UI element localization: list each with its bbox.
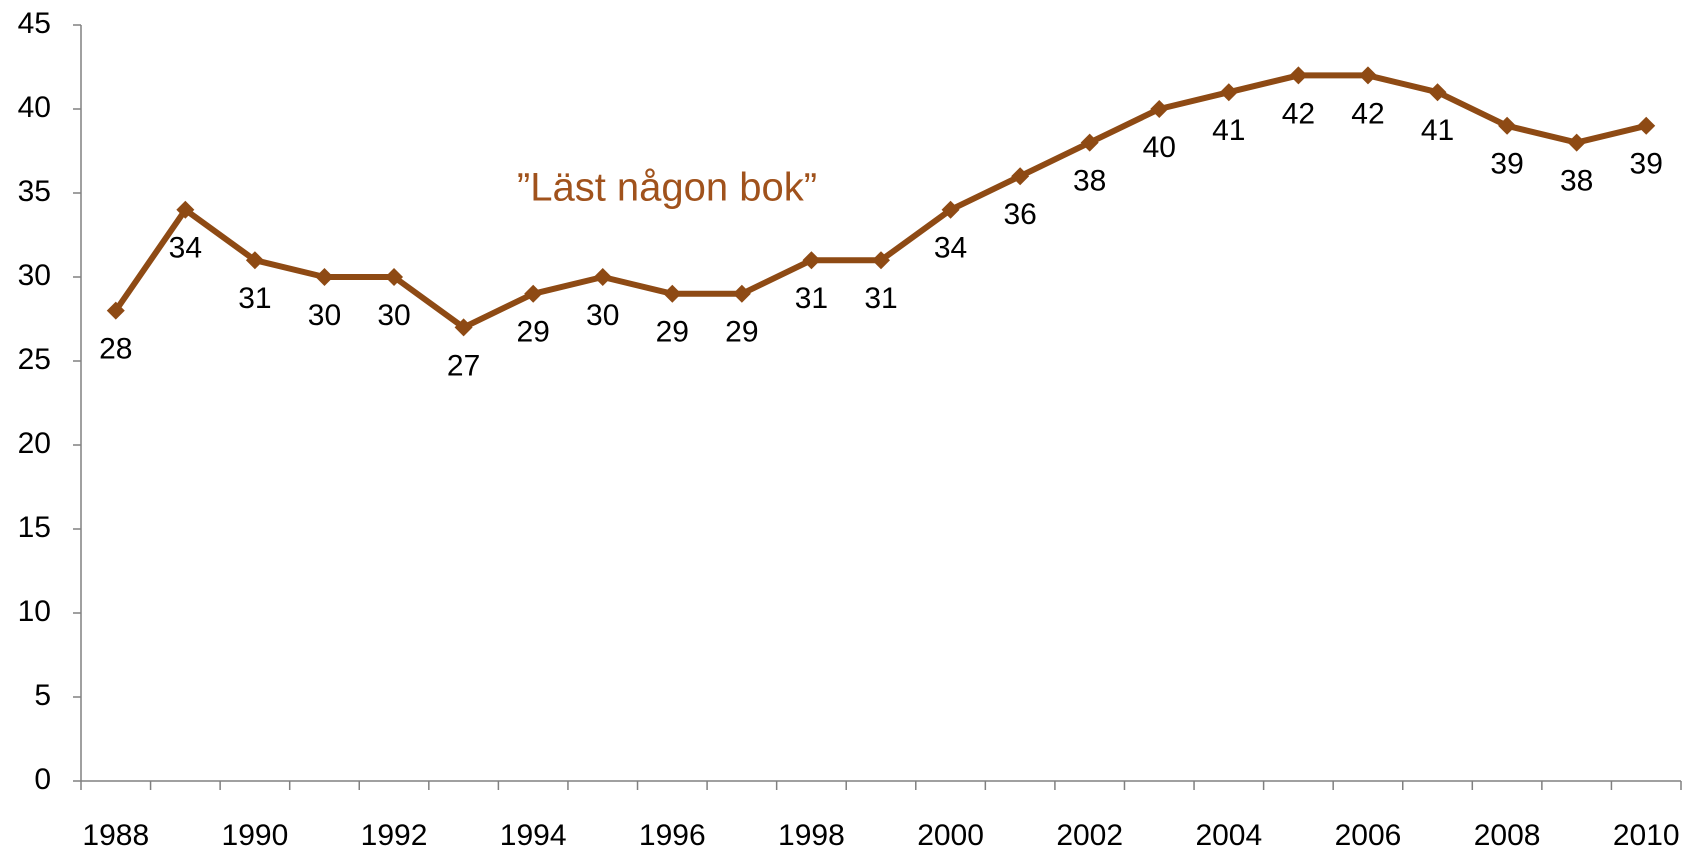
data-label: 30 xyxy=(377,299,410,332)
marker xyxy=(663,284,682,303)
x-tick-label: 1992 xyxy=(361,819,428,852)
data-label: 29 xyxy=(656,316,689,349)
marker xyxy=(593,268,612,286)
y-tick-label: 40 xyxy=(18,91,51,124)
data-label: 31 xyxy=(795,282,828,315)
data-label: 36 xyxy=(1003,198,1036,231)
data-label: 31 xyxy=(864,282,897,315)
data-label: 31 xyxy=(238,282,271,315)
marker xyxy=(524,284,543,303)
data-label: 30 xyxy=(586,299,619,332)
data-label: 34 xyxy=(934,232,967,265)
marker xyxy=(176,200,195,219)
marker xyxy=(1498,116,1517,135)
data-label: 41 xyxy=(1421,114,1454,147)
y-tick-label: 35 xyxy=(18,175,51,208)
x-tick-label: 2004 xyxy=(1195,819,1262,852)
marker xyxy=(106,301,125,320)
marker xyxy=(315,268,334,286)
x-tick-label: 2010 xyxy=(1613,819,1680,852)
y-tick-label: 20 xyxy=(18,427,51,460)
data-label: 41 xyxy=(1212,114,1245,147)
data-label: 39 xyxy=(1490,148,1523,181)
marker xyxy=(1080,133,1099,152)
marker xyxy=(385,268,404,286)
y-tick-label: 0 xyxy=(34,763,51,796)
marker xyxy=(732,284,751,303)
x-tick-label: 1996 xyxy=(639,819,706,852)
y-tick-label: 15 xyxy=(18,511,51,544)
x-tick-label: 2006 xyxy=(1335,819,1402,852)
marker xyxy=(872,251,890,270)
marker xyxy=(454,318,473,337)
marker xyxy=(1567,133,1586,152)
marker xyxy=(245,251,264,270)
data-label: 38 xyxy=(1560,165,1593,198)
marker xyxy=(802,251,821,270)
marker xyxy=(941,200,960,219)
marker xyxy=(1428,83,1447,102)
x-tick-label: 2000 xyxy=(917,819,984,852)
data-label: 30 xyxy=(308,299,341,332)
y-tick-label: 10 xyxy=(18,595,51,628)
data-label: 28 xyxy=(99,333,132,366)
x-tick-label: 2002 xyxy=(1056,819,1123,852)
data-label: 29 xyxy=(516,316,549,349)
data-label: 34 xyxy=(169,232,202,265)
data-label: 29 xyxy=(725,316,758,349)
data-label: 27 xyxy=(447,349,480,382)
x-tick-label: 1988 xyxy=(82,819,149,852)
marker xyxy=(1150,100,1169,118)
data-label: 39 xyxy=(1630,148,1663,181)
data-label: 38 xyxy=(1073,165,1106,198)
data-label: 42 xyxy=(1282,97,1315,130)
x-tick-label: 1990 xyxy=(222,819,289,852)
y-tick-label: 30 xyxy=(18,259,51,292)
marker xyxy=(1637,116,1656,135)
marker xyxy=(1289,66,1308,85)
data-label: 40 xyxy=(1143,131,1176,164)
marker xyxy=(1219,83,1238,102)
marker xyxy=(1011,167,1030,186)
marker xyxy=(1358,66,1377,85)
x-tick-label: 1994 xyxy=(500,819,567,852)
y-tick-label: 5 xyxy=(34,679,51,712)
x-tick-label: 1998 xyxy=(778,819,845,852)
annotation: ”Läst någon bok” xyxy=(517,166,817,210)
data-label: 42 xyxy=(1351,97,1384,130)
y-tick-label: 25 xyxy=(18,343,51,376)
y-tick-label: 45 xyxy=(18,7,51,40)
x-tick-label: 2008 xyxy=(1474,819,1541,852)
